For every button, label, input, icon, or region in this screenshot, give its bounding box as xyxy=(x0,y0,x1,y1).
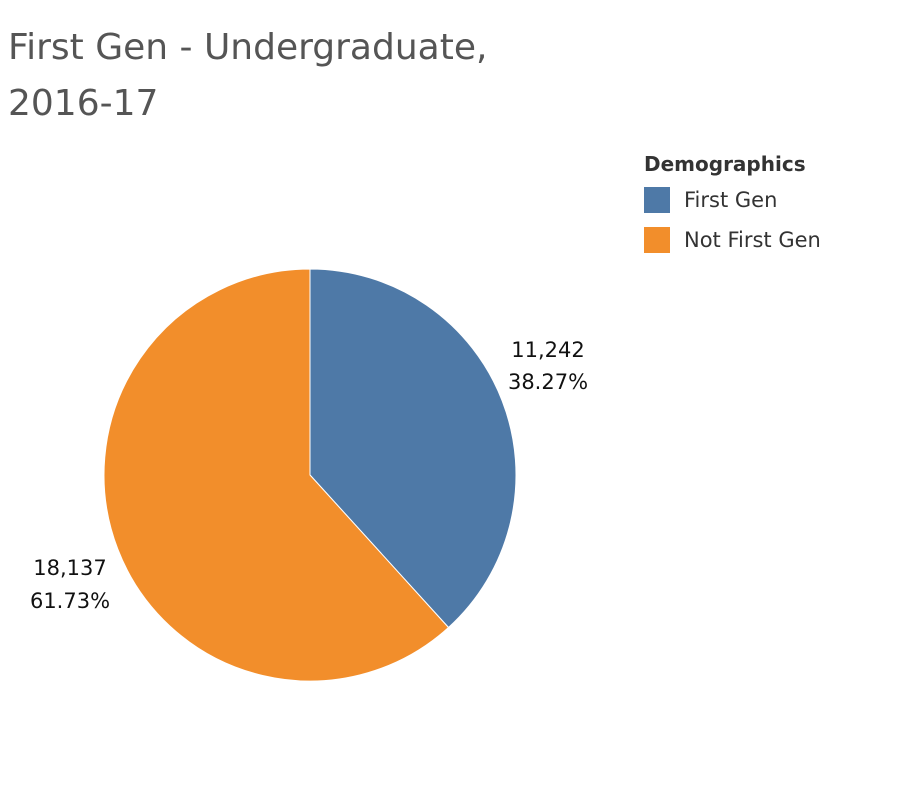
chart-title-line-1: First Gen - Undergraduate, xyxy=(8,27,488,68)
chart-title: First Gen - Undergraduate, 2016-17 xyxy=(8,20,568,132)
chart-title-line-2: 2016-17 xyxy=(8,83,159,124)
value-label-not-first-gen: 18,137 xyxy=(33,556,106,580)
percent-label-first-gen: 38.27% xyxy=(508,370,588,394)
legend-item-not-first-gen[interactable]: Not First Gen xyxy=(644,220,904,260)
legend-label-not-first-gen: Not First Gen xyxy=(684,228,821,252)
percent-label-not-first-gen: 61.73% xyxy=(30,589,110,613)
pie-slice-not-first-gen[interactable] xyxy=(103,268,450,682)
legend-item-first-gen[interactable]: First Gen xyxy=(644,180,904,220)
pie-data-labels: 11,242 38.27% 18,137 61.73% xyxy=(30,338,588,613)
pie-slice-first-gen[interactable] xyxy=(309,268,517,629)
pie-slices xyxy=(103,268,517,682)
legend-label-first-gen: First Gen xyxy=(684,188,778,212)
legend: Demographics First Gen Not First Gen xyxy=(644,148,904,260)
value-label-first-gen: 11,242 xyxy=(511,338,584,362)
legend-swatch-not-first-gen xyxy=(644,227,670,253)
legend-swatch-first-gen xyxy=(644,187,670,213)
legend-title: Demographics xyxy=(644,152,806,176)
